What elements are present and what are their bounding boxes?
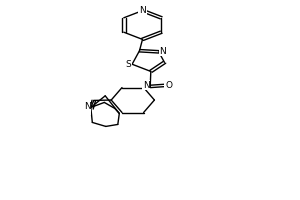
Text: N: N bbox=[84, 102, 91, 111]
Text: O: O bbox=[84, 105, 91, 114]
Text: N: N bbox=[139, 6, 146, 15]
Text: O: O bbox=[165, 81, 172, 90]
Text: N: N bbox=[142, 81, 149, 90]
Text: N: N bbox=[159, 47, 166, 56]
Text: S: S bbox=[126, 60, 131, 69]
